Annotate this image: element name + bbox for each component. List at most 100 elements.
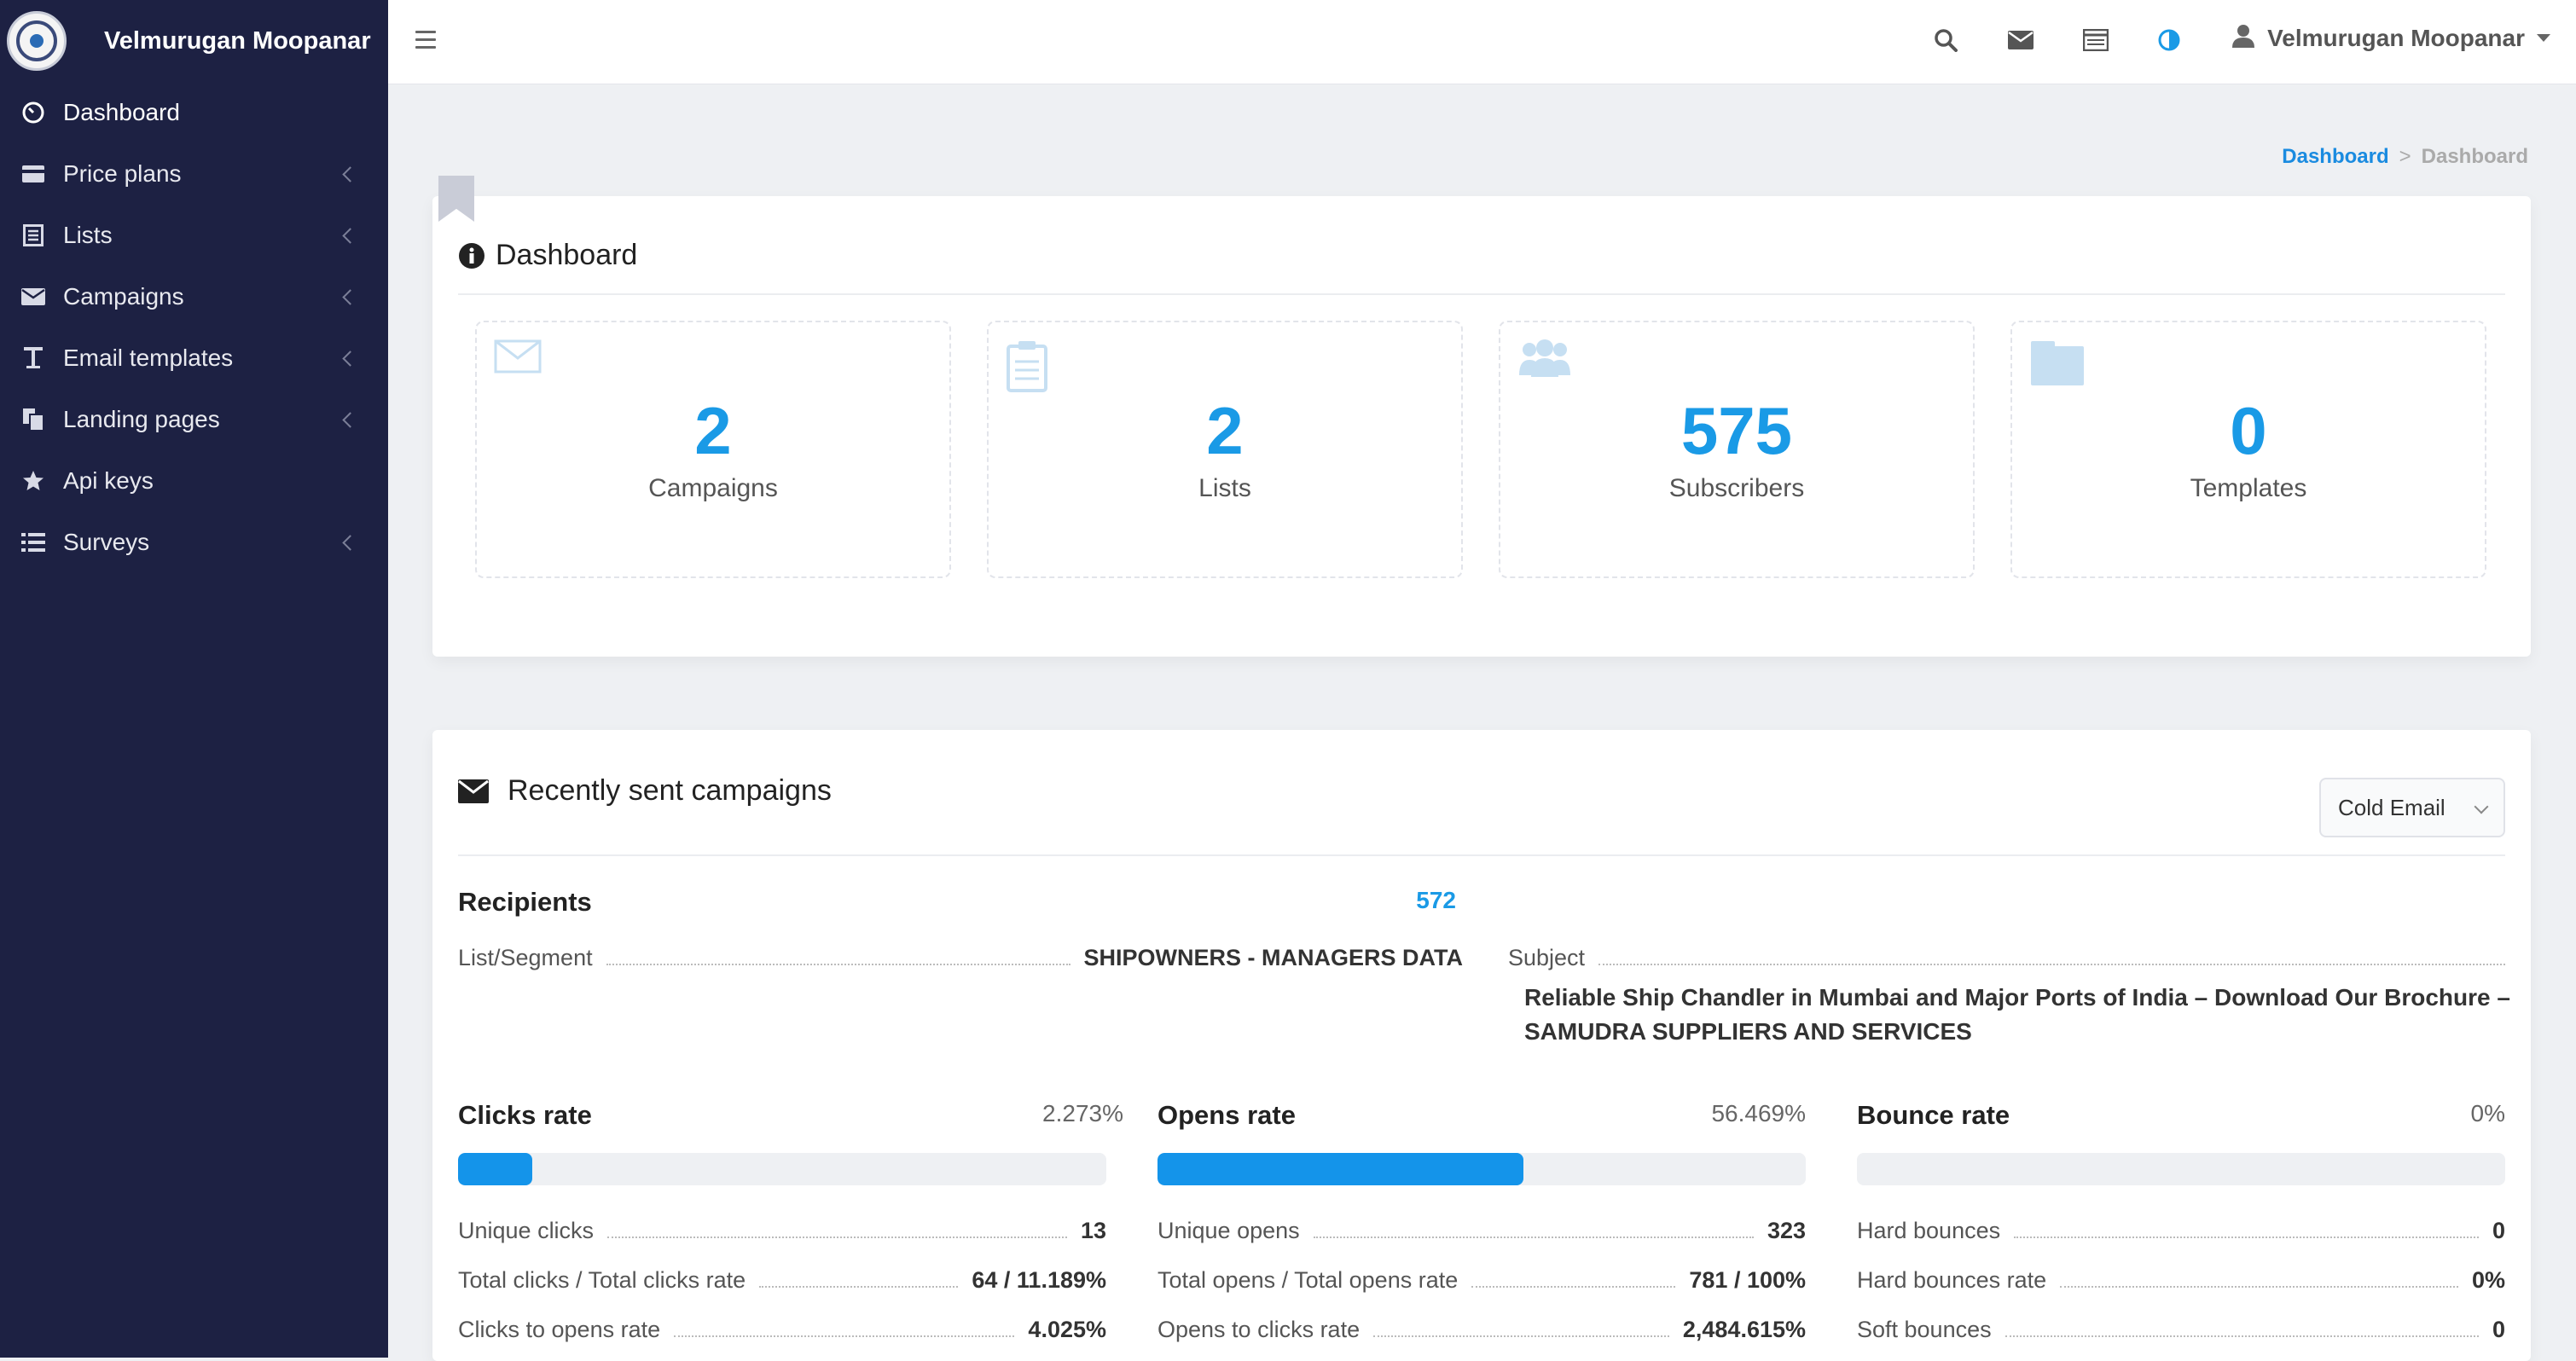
dotted-leader xyxy=(1373,1335,1669,1337)
rate-percent: 56.469% xyxy=(1711,1100,1806,1126)
sidebar-item-surveys[interactable]: Surveys xyxy=(0,512,388,573)
row-label: Total clicks / Total clicks rate xyxy=(458,1267,746,1293)
row-value: 781 / 100% xyxy=(1689,1267,1806,1293)
chevron-left-icon xyxy=(342,166,358,182)
stat-label: Campaigns xyxy=(648,474,778,502)
row-label: Opens to clicks rate xyxy=(1157,1317,1361,1342)
top-bar: Velmurugan Moopanar xyxy=(388,0,2576,84)
breadcrumb-current: Dashboard xyxy=(2421,145,2528,168)
subject-row: Subject xyxy=(1508,945,2505,971)
rate-title: Bounce rate xyxy=(1857,1100,2010,1130)
dashboard-title: Dashboard xyxy=(458,239,637,272)
dotted-leader xyxy=(607,1236,1067,1238)
sidebar-item-label: Surveys xyxy=(63,529,150,555)
tasks-icon[interactable] xyxy=(2081,26,2110,55)
rate-percent: 0% xyxy=(2470,1100,2505,1126)
stat-lists[interactable]: 2 Lists xyxy=(987,321,1463,578)
chevron-left-icon xyxy=(342,289,358,305)
dotted-leader xyxy=(759,1286,959,1288)
opens-rate-bar xyxy=(1157,1153,1806,1185)
row-value: 2,484.615% xyxy=(1682,1317,1806,1342)
dotted-leader xyxy=(2014,1236,2479,1238)
bounce-rate-bar xyxy=(1857,1153,2505,1185)
stat-campaigns[interactable]: 2 Campaigns xyxy=(475,321,951,578)
sidebar-item-lists[interactable]: Lists xyxy=(0,205,388,266)
row-label: Subject xyxy=(1508,945,1586,970)
progress-fill xyxy=(458,1153,533,1185)
sidebar: Velmurugan Moopanar Dashboard Price plan… xyxy=(0,0,388,1358)
user-menu[interactable]: Velmurugan Moopanar xyxy=(2231,24,2550,52)
sidebar-item-price-plans[interactable]: Price plans xyxy=(0,143,388,205)
sidebar-item-campaigns[interactable]: Campaigns xyxy=(0,266,388,327)
stat-row: Total clicks / Total clicks rate 64 / 11.… xyxy=(458,1267,1106,1294)
dotted-leader xyxy=(1313,1236,1754,1238)
recent-campaigns-title-text: Recently sent campaigns xyxy=(508,774,832,807)
sidebar-item-dashboard[interactable]: Dashboard xyxy=(0,82,388,143)
breadcrumb: Dashboard > Dashboard xyxy=(2282,145,2528,169)
stat-row: Opens to clicks rate 2,484.615% xyxy=(1157,1317,1806,1343)
divider xyxy=(458,293,2505,295)
recent-campaigns-title: Recently sent campaigns xyxy=(458,774,832,808)
sidebar-nav: Dashboard Price plans Lists Campaigns xyxy=(0,82,388,573)
rate-percent: 2.273% xyxy=(1042,1100,1123,1126)
row-label: Hard bounces xyxy=(1857,1218,2001,1243)
sidebar-item-label: Lists xyxy=(63,222,113,248)
user-icon xyxy=(2231,24,2255,52)
row-value: 0 xyxy=(2492,1317,2505,1342)
envelope-icon[interactable] xyxy=(2006,26,2035,55)
brand[interactable]: Velmurugan Moopanar xyxy=(0,0,388,82)
clicks-rate-bar xyxy=(458,1153,1106,1185)
sidebar-item-email-templates[interactable]: Email templates xyxy=(0,327,388,389)
row-label: Hard bounces rate xyxy=(1857,1267,2047,1293)
breadcrumb-separator: > xyxy=(2399,145,2411,168)
folder-icon xyxy=(2029,339,2086,391)
rate-title: Opens rate xyxy=(1157,1100,1296,1130)
sidebar-item-label: Dashboard xyxy=(63,99,180,125)
sidebar-item-label: Price plans xyxy=(63,160,182,187)
stat-row: Soft bounces 0 xyxy=(1857,1317,2505,1343)
stat-subscribers[interactable]: 575 Subscribers xyxy=(1499,321,1975,578)
dotted-leader xyxy=(674,1335,1015,1337)
envelope-outline-icon xyxy=(494,339,542,378)
stat-row: Unique clicks 13 xyxy=(458,1218,1106,1244)
stat-row: Total opens / Total opens rate 781 / 100% xyxy=(1157,1267,1806,1294)
contrast-icon[interactable] xyxy=(2155,26,2184,55)
campaign-select[interactable]: Cold Email xyxy=(2319,778,2505,837)
row-value: 323 xyxy=(1767,1218,1806,1243)
chevron-left-icon xyxy=(342,412,358,428)
stat-label: Subscribers xyxy=(1668,474,1805,502)
list-alt-icon xyxy=(20,223,46,248)
sidebar-item-api-keys[interactable]: Api keys xyxy=(0,450,388,512)
dashboard-gauge-icon xyxy=(20,100,46,125)
sidebar-item-landing-pages[interactable]: Landing pages xyxy=(0,389,388,450)
row-value: 0% xyxy=(2471,1267,2505,1293)
chevron-left-icon xyxy=(342,350,358,367)
dotted-leader xyxy=(2060,1286,2458,1288)
breadcrumb-link-dashboard[interactable]: Dashboard xyxy=(2282,145,2389,168)
stat-templates[interactable]: 0 Templates xyxy=(2010,321,2486,578)
user-name: Velmurugan Moopanar xyxy=(2267,24,2525,51)
chevron-left-icon xyxy=(342,228,358,244)
row-value: 13 xyxy=(1080,1218,1106,1243)
stat-value: 575 xyxy=(1680,393,1793,468)
stat-label: Lists xyxy=(1198,474,1251,502)
credit-card-icon xyxy=(20,161,46,187)
dotted-leader xyxy=(1598,964,2505,965)
search-icon[interactable] xyxy=(1931,26,1960,55)
dashboard-card: Dashboard 2 Campaigns 2 Lists 575 Subscr… xyxy=(432,196,2531,657)
info-circle-icon xyxy=(458,242,485,269)
envelope-icon xyxy=(20,284,46,310)
dashboard-title-text: Dashboard xyxy=(496,239,638,271)
list-segment-row: List/Segment SHIPOWNERS - MANAGERS DATA xyxy=(458,945,1463,971)
subject-value: Reliable Ship Chandler in Mumbai and Maj… xyxy=(1524,984,2510,1045)
hamburger-menu-icon[interactable] xyxy=(415,31,436,49)
stat-value: 0 xyxy=(2230,393,2267,468)
divider xyxy=(458,854,2505,856)
recent-campaigns-card: Recently sent campaigns Cold Email Recip… xyxy=(432,730,2531,1361)
list-bullets-icon xyxy=(20,530,46,555)
recipients-label: Recipients xyxy=(458,887,592,917)
progress-fill xyxy=(1157,1153,1524,1185)
row-value: 4.025% xyxy=(1028,1317,1106,1342)
row-label: Unique opens xyxy=(1157,1218,1300,1243)
users-icon xyxy=(1517,339,1572,381)
